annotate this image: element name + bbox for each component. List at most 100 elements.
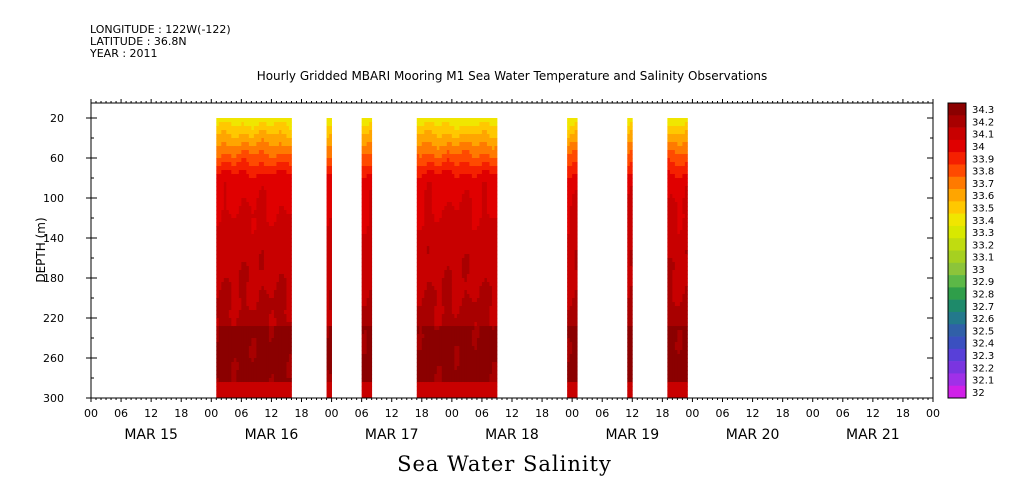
y-tick-label: 60 [50, 152, 64, 165]
colorbar-label: 32.3 [972, 351, 994, 362]
data-segment [361, 118, 373, 398]
x-day-label: MAR 19 [605, 427, 659, 443]
colorbar-swatch [948, 299, 966, 313]
colorbar-swatch [948, 213, 966, 227]
colorbar-swatch [948, 103, 966, 116]
colorbar-swatch [948, 275, 966, 288]
x-hour-label: 12 [505, 407, 519, 420]
x-hour-label: 00 [926, 407, 940, 420]
x-hour-label: 18 [415, 407, 429, 420]
x-hour-label: 12 [866, 407, 880, 420]
colorbar-label: 32.9 [972, 277, 994, 288]
colorbar-swatch [948, 311, 966, 325]
x-hour-label: 00 [806, 407, 820, 420]
y-tick-label: 20 [50, 112, 64, 125]
colorbar-label: 33.8 [972, 167, 994, 178]
year-label: YEAR : 2011 [90, 47, 158, 60]
x-hour-label: 06 [716, 407, 730, 420]
x-hour-label: 00 [685, 407, 699, 420]
x-hour-label: 00 [325, 407, 339, 420]
x-hour-label: 06 [234, 407, 248, 420]
colorbar-label: 34 [972, 142, 985, 153]
colorbar-swatch [948, 238, 966, 251]
x-hour-label: 00 [445, 407, 459, 420]
x-hour-label: 18 [896, 407, 910, 420]
colorbar-label: 32 [972, 388, 985, 399]
colorbar: 34.334.234.13433.933.833.733.633.533.433… [947, 102, 994, 399]
colorbar-label: 32.6 [972, 314, 994, 325]
colorbar-swatch [948, 152, 966, 165]
colorbar-label: 32.5 [972, 326, 994, 337]
colorbar-swatch [948, 287, 966, 300]
colorbar-label: 32.1 [972, 376, 994, 387]
colorbar-label: 33.7 [972, 179, 994, 190]
y-tick-label: 260 [43, 352, 64, 365]
x-hour-label: 18 [655, 407, 669, 420]
chart-title: Hourly Gridded MBARI Mooring M1 Sea Wate… [257, 69, 768, 83]
colorbar-label: 33 [972, 265, 985, 276]
colorbar-swatch [948, 385, 966, 399]
latitude-label: LATITUDE : 36.8N [90, 35, 187, 48]
data-segment [627, 118, 633, 398]
y-axis: 20 60 100 140 180 220 260 300 [43, 112, 933, 405]
colorbar-label: 33.6 [972, 191, 994, 202]
x-hour-label: 18 [535, 407, 549, 420]
colorbar-swatch [948, 250, 966, 264]
x-hour-label: 06 [475, 407, 489, 420]
x-hour-label: 06 [595, 407, 609, 420]
colorbar-swatch [948, 262, 966, 276]
colorbar-swatch [948, 201, 966, 214]
colorbar-label: 33.1 [972, 253, 994, 264]
colorbar-label: 33.2 [972, 240, 994, 251]
x-hour-label: 18 [776, 407, 790, 420]
x-axis: 00 06 12 18 00 06 12 18 00 06 12 18 00 06 12 18 00 06 12 18… [84, 99, 940, 443]
bottom-title: Sea Water Salinity [397, 452, 612, 476]
y-axis-label: DEPTH (m) [34, 217, 48, 282]
x-hour-label: 06 [355, 407, 369, 420]
colorbar-swatch [948, 115, 966, 128]
colorbar-label: 32.7 [972, 302, 994, 313]
colorbar-label: 34.2 [972, 117, 994, 128]
data-segment [667, 118, 688, 398]
colorbar-label: 33.9 [972, 154, 994, 165]
y-tick-label: 100 [43, 192, 64, 205]
x-day-label: MAR 16 [245, 427, 299, 443]
heatmap-layer [216, 118, 688, 398]
data-segment [416, 118, 498, 398]
colorbar-label: 33.3 [972, 228, 994, 239]
colorbar-label: 33.5 [972, 203, 994, 214]
colorbar-label: 32.4 [972, 339, 994, 350]
colorbar-swatch [948, 189, 966, 202]
colorbar-swatch [948, 164, 966, 178]
x-hour-label: 12 [264, 407, 278, 420]
colorbar-swatch [948, 127, 966, 141]
colorbar-label: 34.1 [972, 130, 994, 141]
x-hour-label: 00 [84, 407, 98, 420]
x-day-label: MAR 15 [124, 427, 178, 443]
header-meta: LONGITUDE : 122W(-122) LATITUDE : 36.8N … [90, 24, 231, 60]
x-hour-label: 06 [836, 407, 850, 420]
y-tick-label: 220 [43, 312, 64, 325]
x-hour-label: 12 [625, 407, 639, 420]
colorbar-swatch [948, 139, 966, 153]
x-hour-label: 12 [144, 407, 158, 420]
y-tick-label: 140 [43, 232, 64, 245]
colorbar-swatch [948, 176, 966, 190]
colorbar-swatch [948, 361, 966, 374]
colorbar-frame [947, 102, 967, 399]
data-segment [567, 118, 578, 398]
x-hour-label: 18 [295, 407, 309, 420]
x-hour-label: 12 [746, 407, 760, 420]
colorbar-swatch [948, 348, 966, 362]
x-day-label: MAR 18 [485, 427, 539, 443]
colorbar-swatch [948, 225, 966, 239]
x-hour-label: 18 [174, 407, 188, 420]
x-day-label: MAR 21 [846, 427, 900, 443]
x-hour-label: 12 [385, 407, 399, 420]
y-tick-label: 180 [43, 272, 64, 285]
colorbar-swatch [948, 373, 966, 387]
longitude-label: LONGITUDE : 122W(-122) [90, 23, 231, 36]
colorbar-swatch [948, 324, 966, 337]
colorbar-swatch [948, 336, 966, 350]
